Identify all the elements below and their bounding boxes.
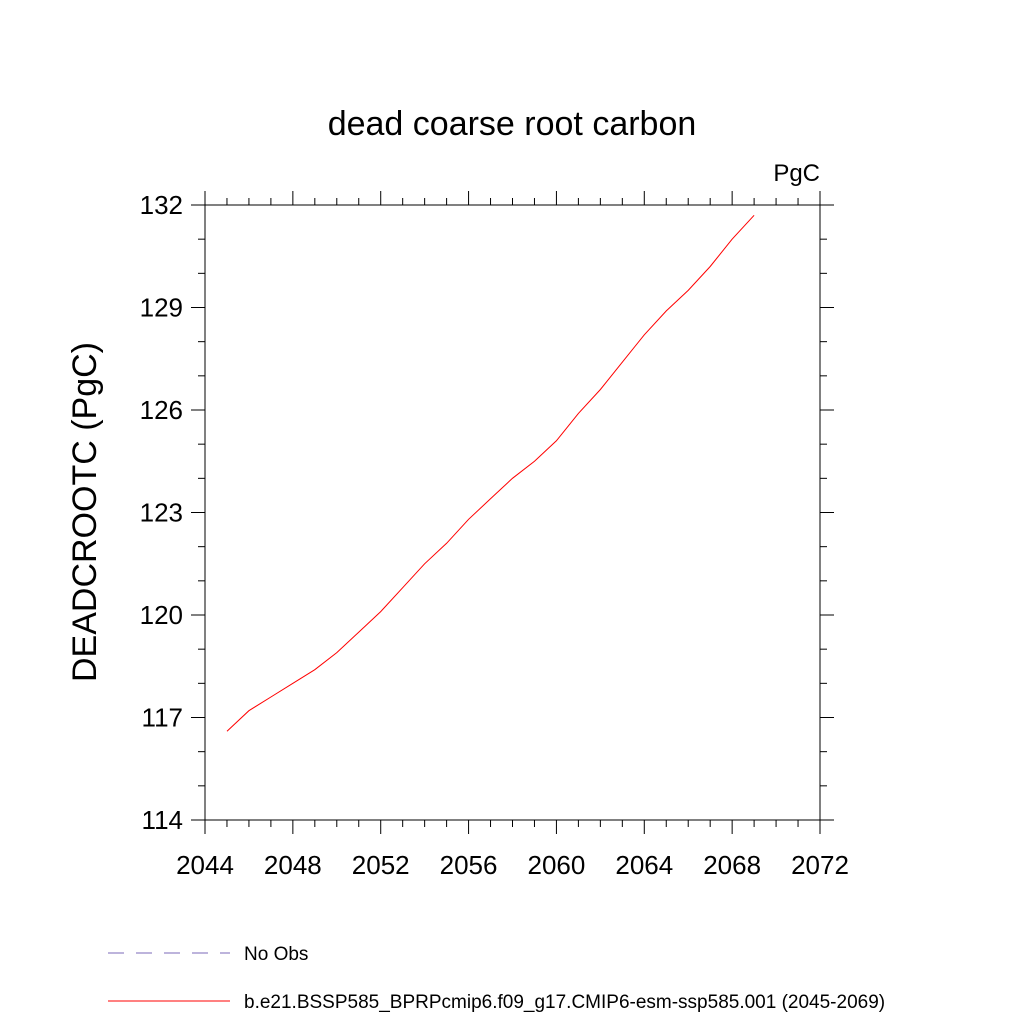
x-tick-label: 2068	[703, 850, 761, 880]
x-tick-label: 2052	[352, 850, 410, 880]
y-axis-label: DEADCROOTC (PgC)	[66, 342, 104, 682]
legend: No Obs b.e21.BSSP585_BPRPcmip6.f09_g17.CM…	[108, 944, 885, 1013]
units-label: PgC	[773, 160, 820, 187]
y-tick-label: 123	[140, 498, 183, 528]
y-tick-label: 132	[140, 190, 183, 220]
x-tick-label: 2048	[264, 850, 322, 880]
plot-frame	[204, 204, 821, 821]
x-tick-label: 2060	[528, 850, 586, 880]
legend-label: No Obs	[244, 944, 308, 965]
y-tick-label: 126	[140, 395, 183, 425]
y-tick-label: 120	[140, 600, 183, 630]
axis-ticks: 2044 2048 2052 2056 2060 2064 2068 2072 114 117 12…	[140, 190, 849, 880]
series-line	[226, 214, 755, 732]
y-tick-label: 114	[142, 805, 183, 835]
x-tick-label: 2072	[791, 850, 849, 880]
chart-title: dead coarse root carbon	[328, 105, 697, 143]
legend-label: b.e21.BSSP585_BPRPcmip6.f09_g17.CMIP6-es…	[244, 992, 885, 1013]
y-tick-label: 117	[142, 703, 183, 733]
plot-series	[226, 214, 755, 732]
x-tick-label: 2064	[615, 850, 673, 880]
x-tick-label: 2044	[176, 850, 234, 880]
x-tick-label: 2056	[440, 850, 498, 880]
y-tick-label: 129	[140, 293, 183, 323]
